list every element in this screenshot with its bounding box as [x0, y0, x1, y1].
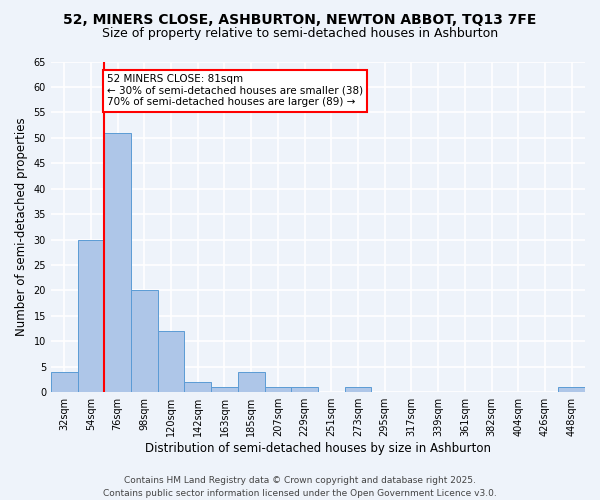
Bar [265, 387, 291, 392]
Bar [558, 387, 585, 392]
Bar [51, 372, 77, 392]
Text: 52, MINERS CLOSE, ASHBURTON, NEWTON ABBOT, TQ13 7FE: 52, MINERS CLOSE, ASHBURTON, NEWTON ABBO… [64, 12, 536, 26]
Bar [104, 132, 131, 392]
Bar [158, 331, 184, 392]
Text: Size of property relative to semi-detached houses in Ashburton: Size of property relative to semi-detach… [102, 28, 498, 40]
Text: Contains HM Land Registry data © Crown copyright and database right 2025.
Contai: Contains HM Land Registry data © Crown c… [103, 476, 497, 498]
Bar [238, 372, 265, 392]
Bar [77, 240, 104, 392]
Bar [184, 382, 211, 392]
Bar [211, 387, 238, 392]
Bar [344, 387, 371, 392]
Y-axis label: Number of semi-detached properties: Number of semi-detached properties [15, 118, 28, 336]
Text: 52 MINERS CLOSE: 81sqm
← 30% of semi-detached houses are smaller (38)
70% of sem: 52 MINERS CLOSE: 81sqm ← 30% of semi-det… [107, 74, 363, 108]
Bar [131, 290, 158, 392]
Bar [291, 387, 318, 392]
X-axis label: Distribution of semi-detached houses by size in Ashburton: Distribution of semi-detached houses by … [145, 442, 491, 455]
